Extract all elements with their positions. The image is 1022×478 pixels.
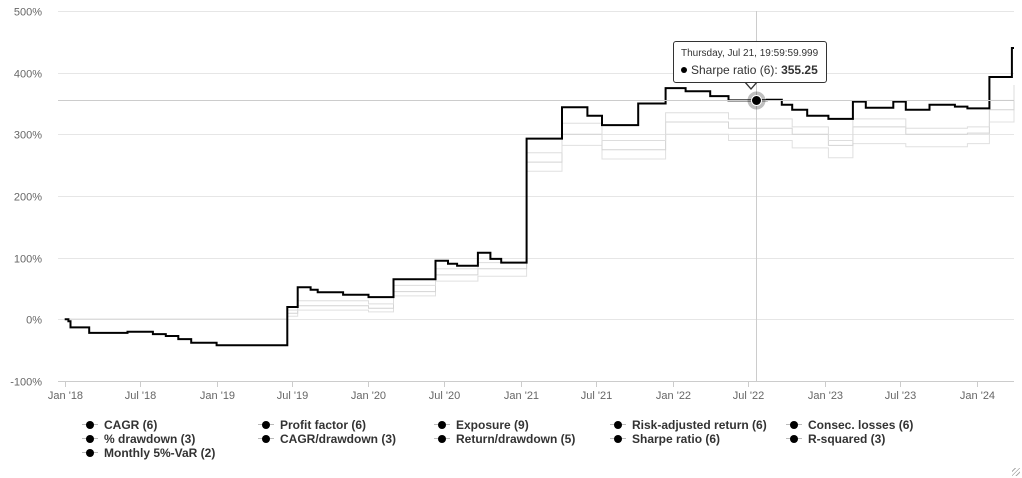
- legend-item[interactable]: CAGR/drawdown (3): [256, 432, 432, 446]
- legend-marker-dot: [790, 435, 798, 443]
- x-tick-label: Jan '19: [200, 390, 235, 402]
- tooltip-line: Sharpe ratio (6): 355.25: [681, 62, 819, 78]
- legend-marker-icon: [80, 446, 100, 460]
- legend-item[interactable]: Return/drawdown (5): [432, 432, 608, 446]
- hover-point[interactable]: [751, 95, 762, 106]
- legend-marker-icon: [432, 418, 452, 432]
- legend-marker-dot: [86, 421, 94, 429]
- legend-item[interactable]: R-squared (3): [784, 432, 960, 446]
- legend-item[interactable]: % drawdown (3): [80, 432, 256, 446]
- x-tick-label: Jul '19: [277, 390, 308, 402]
- legend-marker-icon: [256, 432, 276, 446]
- legend-label: R-squared (3): [808, 432, 886, 446]
- legend-marker-icon: [784, 432, 804, 446]
- legend-marker-icon: [784, 418, 804, 432]
- legend-label: Profit factor (6): [280, 418, 367, 432]
- legend-marker-icon: [80, 418, 100, 432]
- x-tick-label: Jan '18: [48, 390, 83, 402]
- series-line-faint: [64, 103, 1015, 320]
- y-tick-label: -100%: [10, 377, 42, 389]
- legend-item[interactable]: Sharpe ratio (6): [608, 432, 784, 446]
- legend-marker-icon: [80, 432, 100, 446]
- series-layer: [64, 47, 1015, 347]
- grid-lines: [58, 11, 1014, 382]
- legend-marker-icon: [256, 418, 276, 432]
- legend-label: % drawdown (3): [104, 432, 196, 446]
- legend-row: Monthly 5%-VaR (2): [80, 446, 980, 460]
- y-tick-label: 300%: [14, 130, 42, 142]
- y-tick-label: 0%: [26, 315, 42, 327]
- legend-marker-dot: [86, 435, 94, 443]
- chart-legend: CAGR (6) Profit factor (6) Exposure (9) Ris…: [80, 418, 980, 460]
- legend-label: Risk-adjusted return (6): [632, 418, 767, 432]
- resize-grip-icon[interactable]: [1012, 468, 1020, 476]
- legend-label: Monthly 5%-VaR (2): [104, 446, 216, 460]
- legend-label: Consec. losses (6): [808, 418, 914, 432]
- legend-row: % drawdown (3) CAGR/drawdown (3) Return/dr…: [80, 432, 980, 446]
- x-tick-label: Jan '22: [656, 390, 691, 402]
- legend-marker-dot: [790, 421, 798, 429]
- legend-marker-dot: [614, 435, 622, 443]
- tooltip-value: 355.25: [781, 63, 818, 77]
- tooltip-series-label: Sharpe ratio (6):: [691, 63, 778, 77]
- tooltip-series-dot: [681, 67, 687, 73]
- legend-marker-dot: [262, 421, 270, 429]
- legend-label: CAGR/drawdown (3): [280, 432, 396, 446]
- legend-item[interactable]: Profit factor (6): [256, 418, 432, 432]
- x-tick-label: Jul '23: [885, 390, 916, 402]
- y-tick-label: 400%: [14, 69, 42, 81]
- x-tick-label: Jan '21: [504, 390, 539, 402]
- legend-marker-dot: [438, 421, 446, 429]
- legend-marker-dot: [86, 449, 94, 457]
- legend-marker-icon: [608, 432, 628, 446]
- x-tick-label: Jan '23: [808, 390, 843, 402]
- x-tick-label: Jul '18: [125, 390, 156, 402]
- legend-item[interactable]: CAGR (6): [80, 418, 256, 432]
- legend-marker-dot: [262, 435, 270, 443]
- legend-label: CAGR (6): [104, 418, 158, 432]
- axes: 500% 400% 300% 200% 100% 0% -100% Jan '18 Jul '1…: [10, 7, 1014, 402]
- series-line-faint: [64, 91, 1015, 320]
- series-line-sharpe-ratio[interactable]: [64, 47, 1014, 347]
- legend-marker-icon: [432, 432, 452, 446]
- legend-label: Exposure (9): [456, 418, 529, 432]
- legend-item[interactable]: Consec. losses (6): [784, 418, 960, 432]
- y-tick-label: 100%: [14, 254, 42, 266]
- x-tick-label: Jul '21: [581, 390, 612, 402]
- legend-row: CAGR (6) Profit factor (6) Exposure (9) Ris…: [80, 418, 980, 432]
- legend-item[interactable]: Exposure (9): [432, 418, 608, 432]
- x-tick-label: Jul '20: [429, 390, 460, 402]
- y-tick-label: 500%: [14, 7, 42, 19]
- series-line-faint: [64, 85, 1015, 320]
- tooltip-date: Thursday, Jul 21, 19:59:59.999: [681, 48, 819, 59]
- tooltip: Thursday, Jul 21, 19:59:59.999 Sharpe ra…: [673, 41, 827, 83]
- tooltip-arrow-inner: [745, 81, 757, 88]
- legend-item[interactable]: Risk-adjusted return (6): [608, 418, 784, 432]
- y-tick-label: 200%: [14, 192, 42, 204]
- legend-label: Sharpe ratio (6): [632, 432, 721, 446]
- legend-marker-dot: [438, 435, 446, 443]
- legend-label: Return/drawdown (5): [456, 432, 576, 446]
- legend-marker-dot: [614, 421, 622, 429]
- x-tick-label: Jul '22: [733, 390, 764, 402]
- x-tick-label: Jan '20: [351, 390, 386, 402]
- legend-item[interactable]: Monthly 5%-VaR (2): [80, 446, 256, 460]
- legend-marker-icon: [608, 418, 628, 432]
- x-tick-label: Jan '24: [960, 390, 995, 402]
